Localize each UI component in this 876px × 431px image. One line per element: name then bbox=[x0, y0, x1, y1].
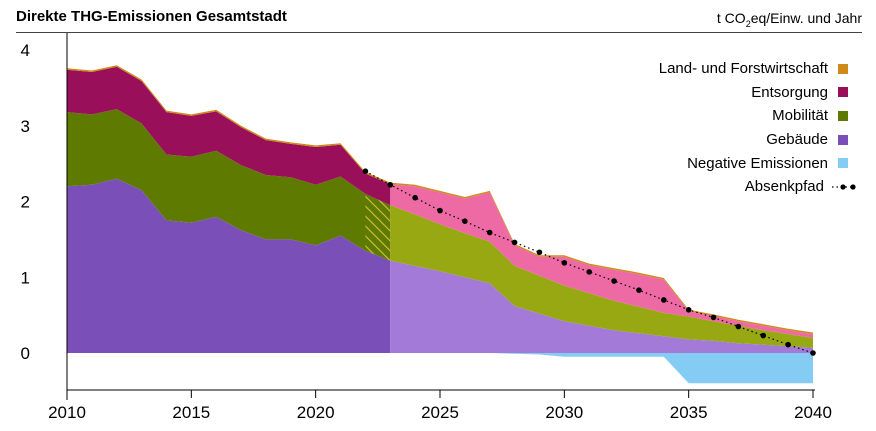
pathway-point bbox=[561, 260, 568, 266]
legend-swatch bbox=[838, 87, 848, 98]
legend-item: Absenkpfad bbox=[548, 175, 856, 199]
legend-label: Mobilität bbox=[772, 107, 828, 125]
pathway-point bbox=[362, 168, 369, 174]
x-tick-label: 2025 bbox=[421, 403, 459, 422]
legend-item: Entsorgung bbox=[548, 81, 848, 105]
area-geb-ude-historical bbox=[67, 178, 391, 353]
y-tick-label: 4 bbox=[21, 41, 30, 60]
area-geb-ude-projection bbox=[390, 260, 813, 353]
pathway-point bbox=[387, 182, 394, 188]
pathway-point bbox=[785, 341, 791, 348]
legend-swatch bbox=[838, 134, 848, 145]
pathway-point bbox=[710, 314, 717, 321]
x-tick-label: 2035 bbox=[670, 403, 708, 422]
pathway-point bbox=[586, 269, 592, 275]
legend-label: Negative Emissionen bbox=[687, 154, 828, 172]
area-mobilit-t-projection bbox=[390, 205, 813, 348]
x-tick-label: 2015 bbox=[172, 403, 210, 422]
legend-pathway-swatch bbox=[832, 184, 856, 190]
y-tick-label: 3 bbox=[21, 117, 30, 136]
area-mobilit-t-historical bbox=[67, 109, 391, 261]
legend-item: Gebäude bbox=[548, 128, 848, 152]
chart-legend: Land- und Forstwirtschaft Entsorgung Mobil… bbox=[548, 57, 856, 199]
pathway-point bbox=[810, 350, 816, 356]
legend-swatch bbox=[838, 158, 848, 169]
legend-item: Mobilität bbox=[548, 104, 848, 128]
chart-title: Direkte THG-Emissionen Gesamtstadt bbox=[16, 8, 287, 25]
legend-item: Negative Emissionen bbox=[548, 151, 848, 175]
x-tick-label: 2040 bbox=[794, 403, 832, 422]
transition-hatch bbox=[365, 193, 391, 261]
area-negative-emissionen bbox=[67, 353, 813, 384]
pathway-point bbox=[685, 307, 692, 313]
x-tick-label: 2030 bbox=[545, 403, 583, 422]
y-tick-label: 1 bbox=[21, 268, 30, 287]
pathway-point bbox=[661, 297, 667, 303]
x-tick-label: 2010 bbox=[48, 403, 86, 422]
pathway-point bbox=[611, 278, 617, 284]
y-tick-label: 0 bbox=[21, 344, 30, 363]
legend-label: Entsorgung bbox=[751, 83, 828, 101]
pathway-point bbox=[437, 207, 443, 214]
area-entsorgung-historical bbox=[67, 66, 391, 206]
pathway-point bbox=[511, 239, 518, 246]
pathway-point bbox=[636, 287, 642, 293]
legend-swatch bbox=[838, 110, 848, 121]
x-tick-label: 2020 bbox=[297, 403, 335, 422]
pathway-point bbox=[536, 249, 543, 256]
unit-label: t CO2eq/Einw. und Jahr bbox=[716, 10, 862, 29]
legend-swatch bbox=[838, 63, 848, 74]
pathway-point bbox=[412, 194, 418, 201]
area-entsorgung-projection bbox=[390, 184, 813, 338]
legend-label: Absenkpfad bbox=[744, 178, 824, 196]
pathway-point bbox=[486, 229, 493, 236]
legend-label: Gebäude bbox=[766, 131, 828, 149]
header-rule bbox=[16, 32, 862, 33]
pathway-point bbox=[462, 218, 468, 224]
legend-label: Land- und Forstwirtschaft bbox=[658, 60, 828, 78]
y-tick-label: 2 bbox=[21, 193, 30, 212]
legend-item: Land- und Forstwirtschaft bbox=[548, 57, 848, 81]
pathway-point bbox=[735, 323, 742, 330]
pathway-point bbox=[760, 332, 767, 339]
